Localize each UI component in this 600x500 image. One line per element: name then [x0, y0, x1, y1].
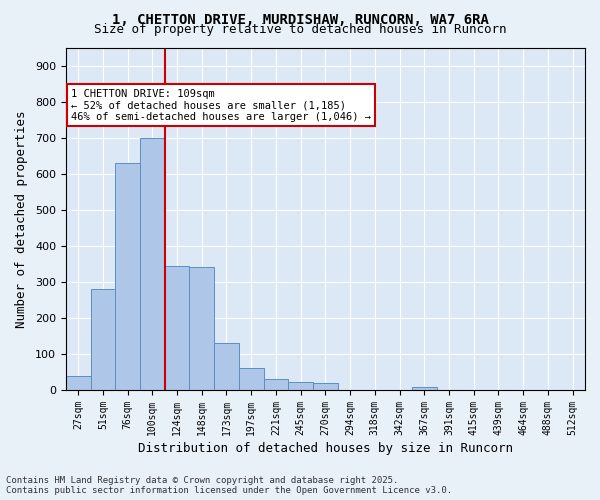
X-axis label: Distribution of detached houses by size in Runcorn: Distribution of detached houses by size …: [138, 442, 513, 455]
Bar: [190, 268, 214, 390]
Y-axis label: Number of detached properties: Number of detached properties: [15, 110, 28, 328]
Text: 1, CHETTON DRIVE, MURDISHAW, RUNCORN, WA7 6RA: 1, CHETTON DRIVE, MURDISHAW, RUNCORN, WA…: [112, 12, 488, 26]
Text: Contains HM Land Registry data © Crown copyright and database right 2025.
Contai: Contains HM Land Registry data © Crown c…: [6, 476, 452, 495]
Bar: [412, 387, 437, 390]
Bar: [289, 382, 313, 390]
Bar: [164, 266, 190, 390]
Bar: [263, 380, 289, 390]
Bar: [313, 383, 338, 390]
Text: 1 CHETTON DRIVE: 109sqm
← 52% of detached houses are smaller (1,185)
46% of semi: 1 CHETTON DRIVE: 109sqm ← 52% of detache…: [71, 88, 371, 122]
Bar: [214, 343, 239, 390]
Bar: [115, 163, 140, 390]
Bar: [66, 376, 91, 390]
Bar: [239, 368, 263, 390]
Bar: [91, 289, 115, 390]
Bar: [140, 138, 164, 390]
Text: Size of property relative to detached houses in Runcorn: Size of property relative to detached ho…: [94, 22, 506, 36]
